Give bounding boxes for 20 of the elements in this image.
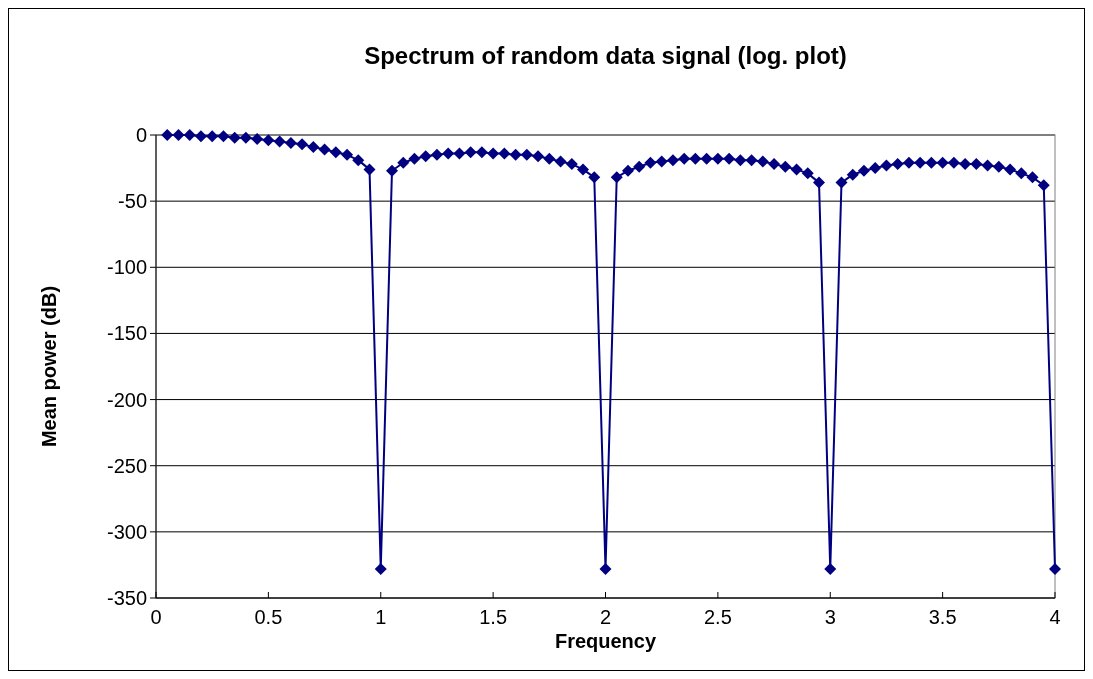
x-tick-label: 2.5 xyxy=(703,606,732,628)
x-tick-label: 2 xyxy=(599,606,612,628)
chart-title: Spectrum of random data signal (log. plot) xyxy=(364,42,847,69)
x-tick-label: 3 xyxy=(824,606,836,628)
x-tick-label: 3.5 xyxy=(928,606,957,628)
x-tick-label: 1.5 xyxy=(479,606,508,628)
x-tick-label: 0 xyxy=(150,606,162,628)
y-tick-label: -150 xyxy=(106,322,147,345)
y-tick-label: -50 xyxy=(118,190,147,213)
y-tick-label: -100 xyxy=(106,256,147,279)
y-axis-title: Mean power (dB) xyxy=(38,285,60,448)
y-tick-label: 0 xyxy=(135,124,147,146)
x-tick-label: 4 xyxy=(1049,606,1061,628)
y-tick-label: -200 xyxy=(106,388,147,411)
x-tick-label: 0.5 xyxy=(254,606,283,628)
y-tick-label: -300 xyxy=(106,520,147,543)
y-tick-label: -350 xyxy=(106,587,147,609)
x-tick-label: 1 xyxy=(375,606,387,628)
y-tick-label: -250 xyxy=(106,454,147,477)
x-axis-title: Frequency xyxy=(554,630,657,652)
